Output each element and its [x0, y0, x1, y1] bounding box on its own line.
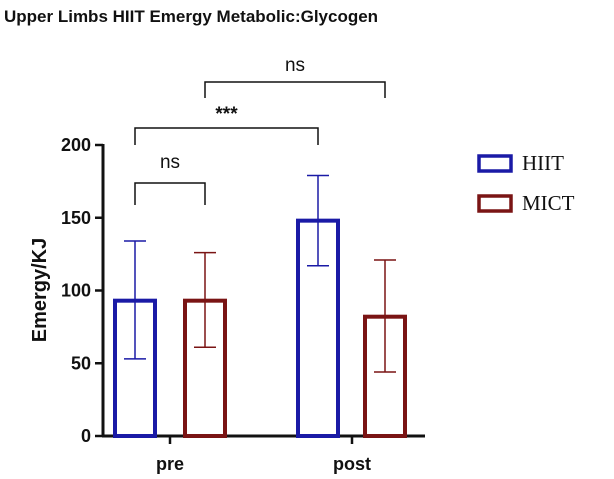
- legend-label: MICT: [522, 191, 575, 215]
- significance-label: ns: [160, 152, 180, 173]
- y-tick-label: 200: [61, 135, 91, 155]
- legend-swatch: [477, 154, 513, 173]
- chart-title: Upper Limbs HIIT Emergy Metabolic:Glycog…: [4, 7, 378, 26]
- x-tick-label: pre: [156, 454, 184, 474]
- significance-bracket: [134, 182, 206, 205]
- y-tick-label: 100: [61, 281, 91, 301]
- y-tick-label: 50: [71, 353, 91, 373]
- significance-label: ns: [285, 55, 305, 76]
- legend: HIIT MICT: [477, 151, 575, 215]
- significance-label: ***: [215, 104, 238, 125]
- y-tick-label: 150: [61, 208, 91, 228]
- x-tick-label: post: [333, 454, 371, 474]
- significance-bracket: [134, 127, 319, 145]
- plot-area: 0 50 100 150 200 pre post ns *** ns: [61, 55, 425, 474]
- y-axis-label: Emergy/KJ: [29, 238, 51, 343]
- significance-bracket: [204, 81, 386, 98]
- legend-swatch: [477, 194, 513, 213]
- legend-label: HIIT: [522, 151, 564, 175]
- y-tick-label: 0: [81, 426, 91, 446]
